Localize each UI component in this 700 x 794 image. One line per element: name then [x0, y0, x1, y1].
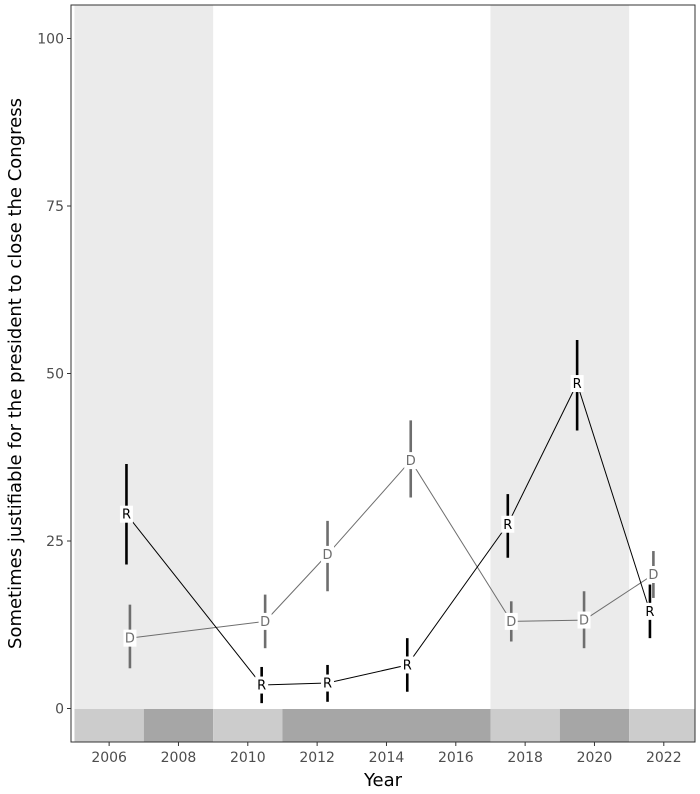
x-tick-label-2014: 2014 [369, 750, 405, 766]
x-tick-label-2012: 2012 [299, 750, 335, 766]
y-tick-label-100: 100 [37, 32, 64, 48]
series-d-marker-bg-2 [258, 612, 272, 630]
series-d-marker-2: D [260, 615, 270, 630]
y-tick-label-75: 75 [46, 199, 64, 215]
series-r-marker-bg-4 [400, 656, 414, 674]
series-d-marker-bg-6 [577, 611, 591, 629]
y-axis-title: Sometimes justifiable for the president … [5, 98, 26, 649]
background-layer [74, 5, 630, 709]
x-tick-label-2008: 2008 [161, 750, 197, 766]
bottom-bar-segment-2 [143, 709, 214, 742]
y-tick-label-0: 0 [55, 702, 64, 718]
series-r-marker-1: R [122, 508, 131, 523]
series-d-marker-4: D [406, 454, 416, 469]
series-d-marker-bg-3 [321, 545, 335, 563]
series-r-marker-4: R [403, 658, 412, 673]
x-tick-label-2018: 2018 [507, 750, 543, 766]
bottom-bar-segment-5 [490, 709, 560, 742]
y-tick-label-50: 50 [46, 367, 64, 383]
bottom-bar [74, 709, 695, 742]
series-d-marker-bg-5 [504, 612, 518, 630]
x-tick-label-2010: 2010 [230, 750, 266, 766]
series-r-marker-bg-3 [321, 674, 335, 692]
x-tick-label-2020: 2020 [577, 750, 613, 766]
series-r-marker-bg-5 [501, 515, 515, 533]
series-r-marker-7: R [645, 605, 654, 620]
series-r: R R R R R R R [119, 340, 657, 704]
series-r-marker-bg-2 [255, 676, 269, 694]
series-d: D D D D D D D [123, 420, 660, 669]
bottom-bar-segment-4 [282, 709, 491, 742]
y-tick-label-25: 25 [46, 534, 64, 550]
series-r-marker-bg-7 [643, 602, 657, 620]
series-d-marker-6: D [579, 614, 589, 629]
series-layer: D D D D D D D R R R R R R R [119, 340, 660, 704]
series-d-marker-bg-7 [646, 566, 660, 583]
bottom-bar-segment-3 [213, 709, 283, 742]
shaded-period-1 [74, 5, 214, 709]
bottom-bar-segment-1 [74, 709, 144, 742]
series-d-marker-3: D [323, 548, 333, 563]
series-d-marker-bg-1 [123, 629, 137, 647]
x-tick-label-2016: 2016 [438, 750, 474, 766]
y-axis: 0 25 50 75 100 [37, 32, 71, 718]
series-r-marker-6: R [573, 377, 582, 392]
x-tick-label-2022: 2022 [646, 750, 682, 766]
shaded-period-2 [490, 5, 630, 709]
x-tick-label-2006: 2006 [91, 750, 127, 766]
series-d-marker-7: D [648, 568, 658, 583]
series-r-marker-3: R [323, 677, 332, 692]
series-d-marker-5: D [506, 615, 516, 630]
series-r-marker-5: R [503, 518, 512, 533]
bottom-bar-segment-7 [629, 709, 695, 742]
bottom-bar-segment-6 [559, 709, 630, 742]
series-d-marker-bg-4 [404, 452, 418, 470]
x-axis-title: Year [363, 770, 403, 791]
series-r-marker-bg-6 [570, 375, 584, 393]
series-r-marker-bg-1 [119, 505, 133, 523]
series-d-marker-1: D [125, 632, 135, 647]
x-axis: 2006 2008 2010 2012 2014 2016 2018 2020 2022 [91, 742, 682, 766]
series-r-marker-2: R [257, 679, 266, 694]
